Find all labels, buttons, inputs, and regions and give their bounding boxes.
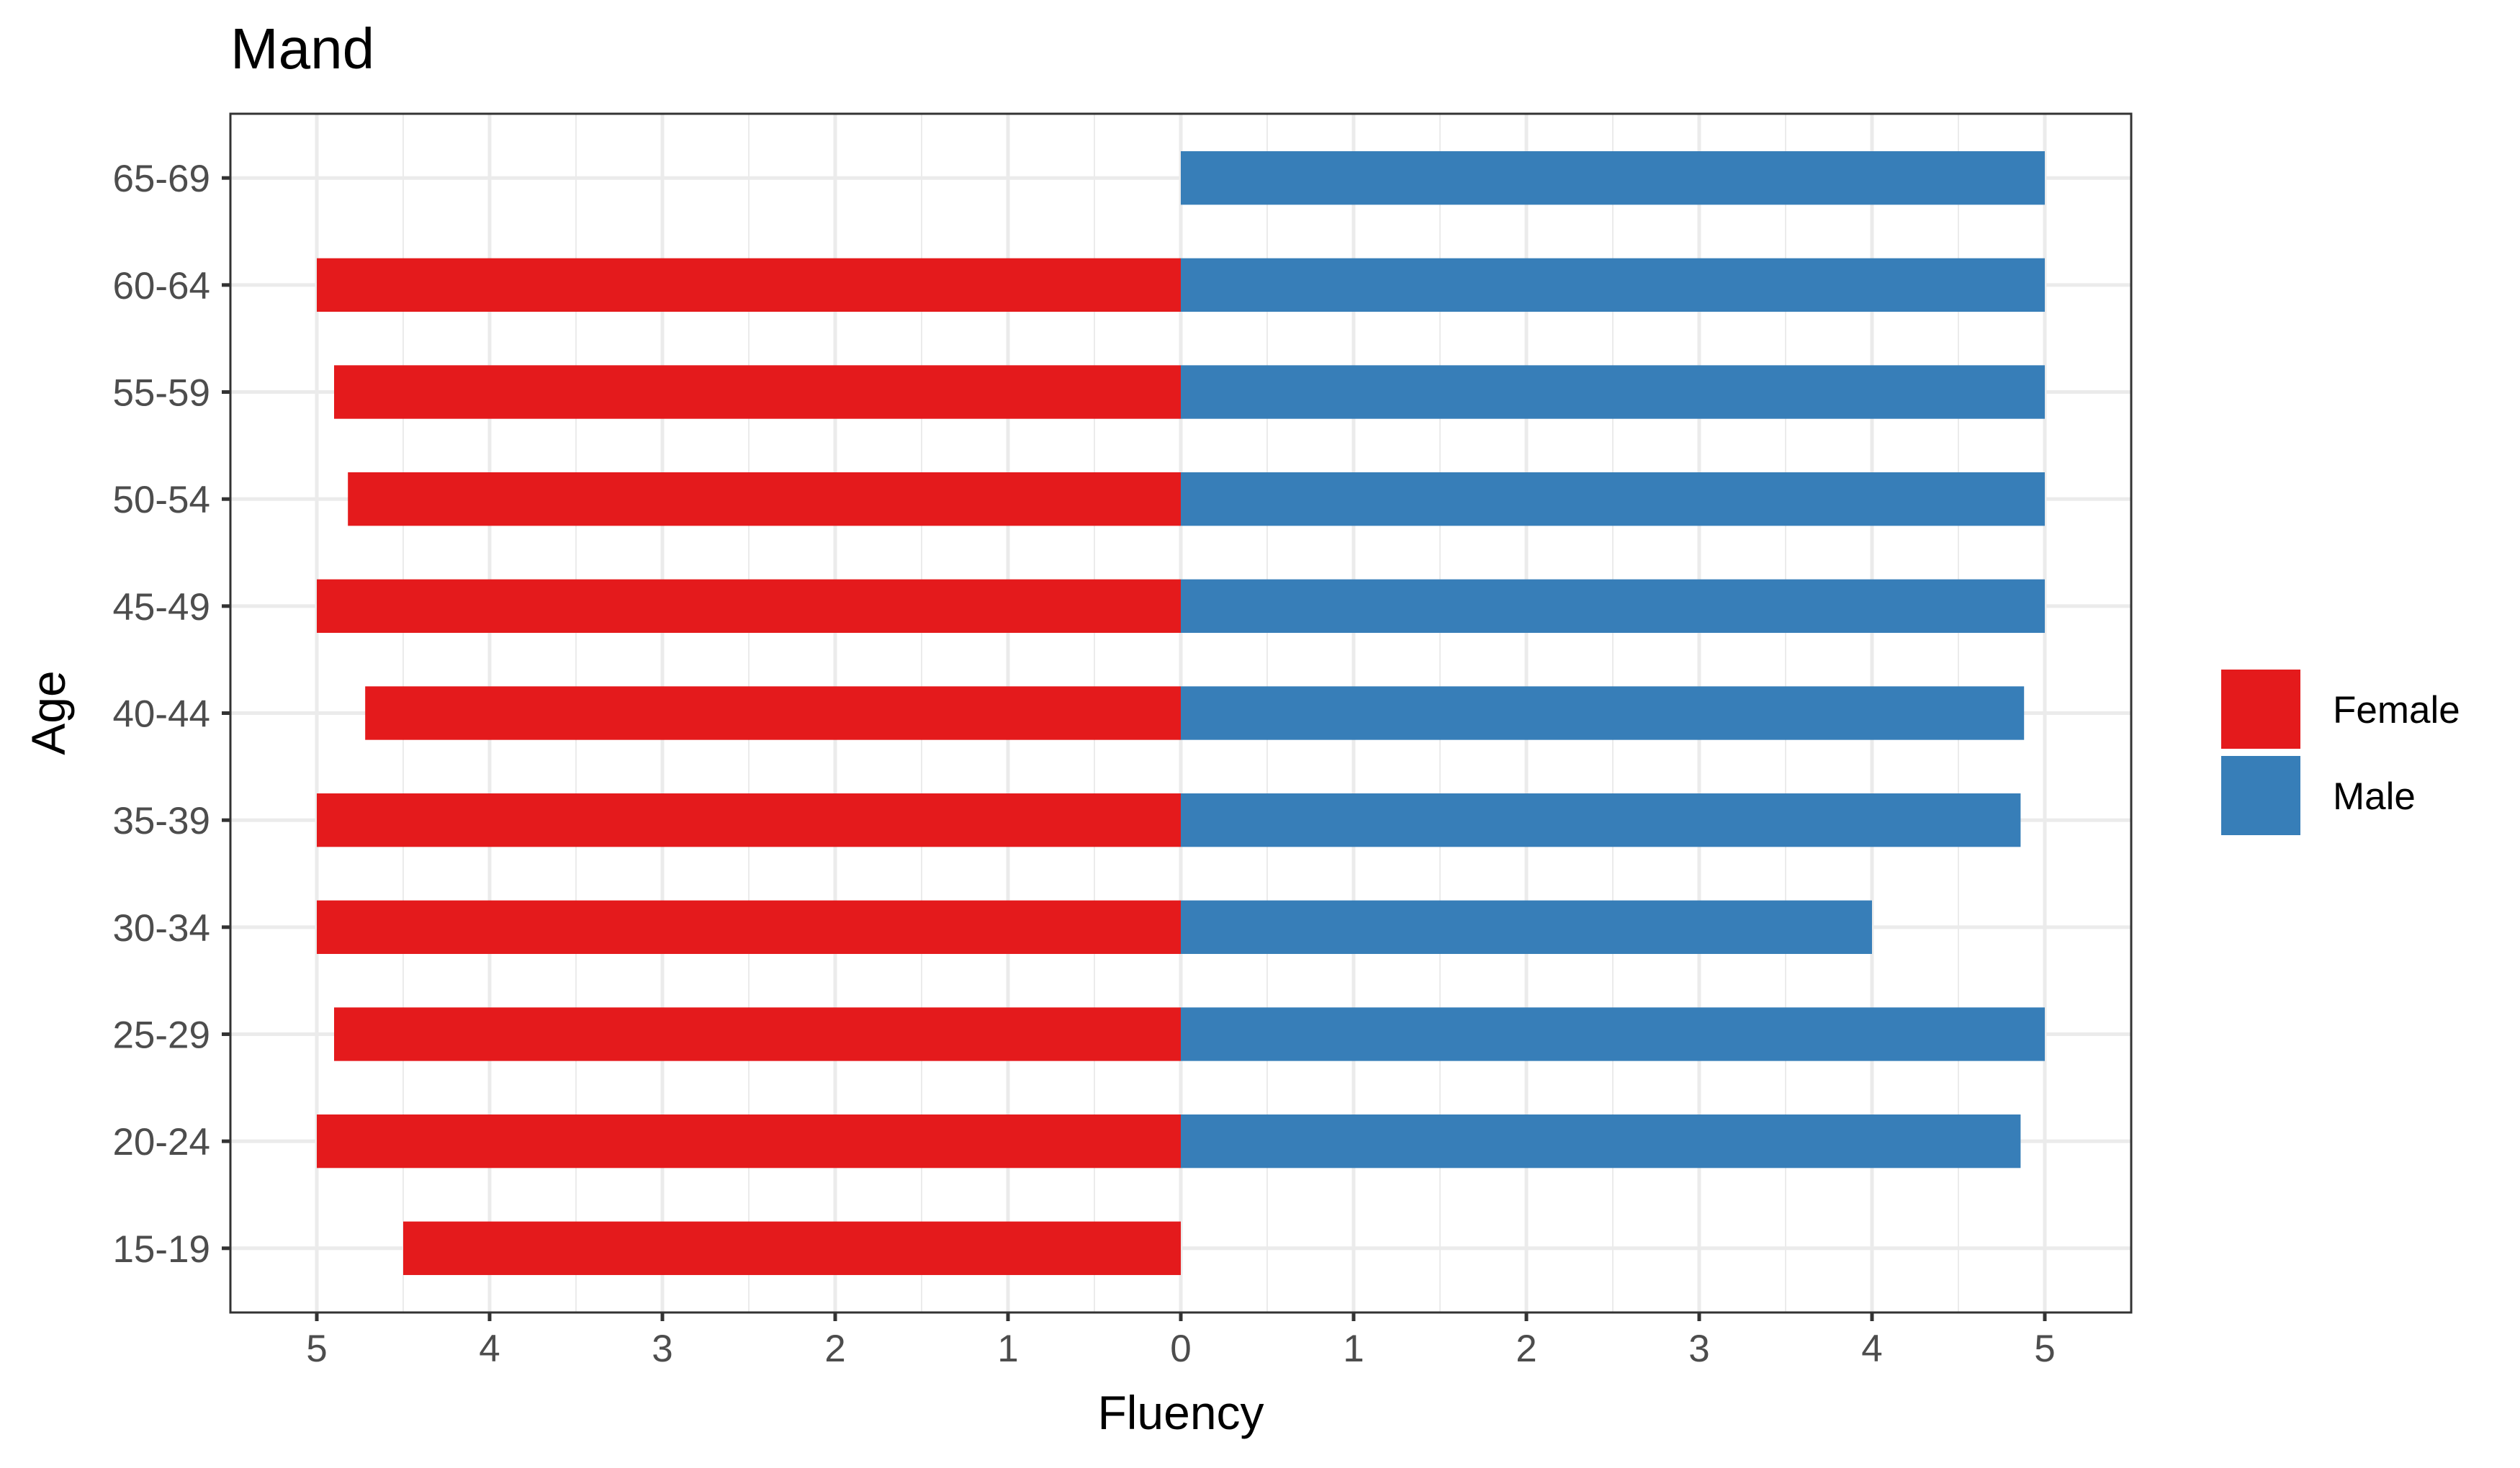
bar-male-60-64 [1181,258,2045,312]
bar-male-25-29 [1181,1007,2045,1061]
bar-female-40-44 [365,686,1182,740]
bar-female-20-24 [317,1114,1181,1168]
bar-male-20-24 [1181,1114,2021,1168]
y-tick-label: 20-24 [112,1121,210,1163]
y-tick-label: 45-49 [112,586,210,629]
x-tick-label: 1 [1343,1328,1364,1370]
legend: Female Male [2221,670,2460,835]
bar-female-35-39 [317,793,1181,847]
y-axis: 15-19 20-24 25-29 30-34 35-39 40-44 45-49 50-54… [112,158,230,1271]
y-tick-label: 65-69 [112,158,210,200]
bars [317,151,2045,1275]
y-tick-label: 15-19 [112,1228,210,1271]
x-tick-label: 3 [1688,1328,1709,1370]
bar-male-35-39 [1181,793,2021,847]
y-tick-label: 25-29 [112,1014,210,1056]
bar-male-30-34 [1181,900,1872,954]
x-tick-label: 2 [824,1328,845,1370]
x-tick-label: 4 [1861,1328,1882,1370]
bar-female-30-34 [317,900,1181,954]
x-tick-label: 5 [2034,1328,2055,1370]
y-tick-label: 50-54 [112,479,210,521]
bar-male-40-44 [1181,686,2025,740]
y-tick-label: 55-59 [112,372,210,415]
x-tick-label: 1 [997,1328,1018,1370]
bar-female-55-59 [334,365,1181,419]
bar-male-45-49 [1181,579,2045,634]
x-tick-label: 3 [652,1328,672,1370]
bar-female-50-54 [348,472,1182,526]
x-tick-label: 0 [1170,1328,1191,1370]
legend-label-female: Female [2333,689,2460,731]
bar-female-25-29 [334,1007,1181,1061]
x-tick-label: 4 [479,1328,500,1370]
x-axis-title: Fluency [1097,1386,1264,1439]
x-axis: 5 4 3 2 1 0 1 2 3 4 5 [306,1312,2056,1370]
bar-male-55-59 [1181,365,2045,419]
y-tick-label: 40-44 [112,693,210,736]
bar-female-15-19 [403,1221,1181,1275]
legend-key-male [2221,756,2300,835]
x-tick-label: 5 [306,1328,327,1370]
y-axis-title: Age [22,670,75,755]
bar-male-65-69 [1181,151,2045,205]
y-tick-label: 60-64 [112,265,210,307]
y-tick-label: 30-34 [112,907,210,950]
bar-female-60-64 [317,258,1181,312]
x-tick-label: 2 [1516,1328,1536,1370]
bar-female-45-49 [317,579,1181,634]
y-tick-label: 35-39 [112,800,210,842]
bar-male-50-54 [1181,472,2045,526]
legend-label-male: Male [2333,775,2416,818]
legend-key-female [2221,670,2300,749]
chart-title: Mand [230,17,374,81]
